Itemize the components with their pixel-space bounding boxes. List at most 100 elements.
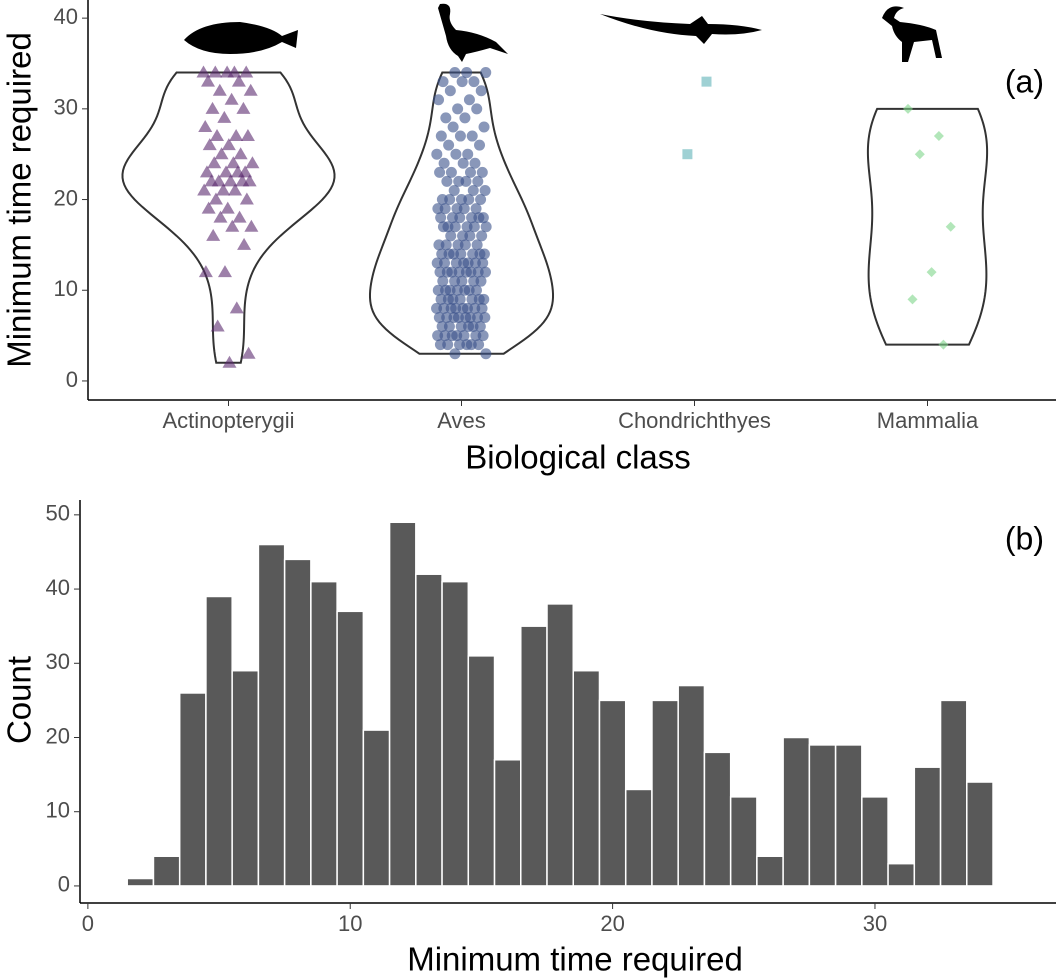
data-point	[437, 76, 449, 88]
data-point	[466, 212, 478, 224]
data-point	[205, 101, 220, 114]
x-tick-label: 10	[338, 911, 362, 936]
data-point	[443, 139, 455, 151]
data-point	[467, 248, 479, 260]
data-point	[199, 165, 214, 178]
data-point	[456, 76, 468, 88]
data-point	[461, 67, 473, 79]
data-point	[478, 293, 490, 305]
data-point	[470, 203, 482, 215]
y-tick-label: 30	[46, 649, 70, 674]
x-axis-title: Biological class	[465, 439, 691, 476]
data-point	[432, 284, 444, 296]
violin	[121, 71, 336, 364]
data-point	[434, 339, 446, 351]
data-point	[241, 346, 256, 359]
bar	[205, 595, 233, 887]
data-point	[228, 183, 243, 196]
data-point	[450, 148, 462, 160]
data-point	[231, 74, 246, 87]
data-point	[222, 355, 237, 368]
data-point	[208, 65, 223, 78]
panel-label: (a)	[1005, 63, 1044, 99]
y-tick-label: 30	[54, 95, 78, 120]
y-tick-label: 20	[54, 185, 78, 210]
data-point	[451, 203, 463, 215]
data-point	[221, 138, 236, 151]
data-point	[245, 156, 260, 169]
data-point	[926, 267, 937, 278]
y-tick-label: 40	[54, 4, 78, 29]
data-point	[196, 65, 211, 78]
data-point	[432, 203, 444, 215]
data-point	[220, 65, 235, 78]
fish-icon	[184, 22, 298, 54]
shark-icon	[600, 14, 762, 44]
data-point	[467, 321, 479, 333]
data-point	[461, 302, 473, 314]
data-point	[441, 175, 453, 187]
data-point	[479, 184, 491, 196]
data-point	[463, 94, 475, 106]
data-point	[220, 201, 235, 214]
data-point	[457, 230, 469, 242]
bar	[598, 699, 627, 887]
data-point	[436, 248, 448, 260]
bar	[756, 855, 784, 887]
x-tick-label: Actinopterygii	[162, 408, 294, 433]
data-point	[225, 219, 240, 232]
data-point	[223, 174, 238, 187]
data-point	[433, 239, 445, 251]
bar	[152, 855, 181, 887]
data-point	[907, 294, 918, 305]
data-point	[451, 330, 463, 342]
data-point	[462, 257, 474, 269]
bar	[493, 759, 522, 887]
data-point	[475, 85, 487, 97]
bar	[913, 766, 942, 887]
bar	[178, 692, 207, 887]
bar	[231, 669, 260, 887]
data-point	[210, 129, 225, 142]
data-point	[682, 149, 693, 160]
data-point	[202, 138, 217, 151]
data-point	[432, 330, 444, 342]
bar	[415, 573, 443, 887]
bar	[257, 543, 286, 887]
bar	[834, 744, 863, 887]
data-point	[435, 293, 447, 305]
data-point	[229, 129, 244, 142]
bar	[808, 744, 837, 887]
goat-icon	[882, 6, 942, 62]
data-point	[438, 157, 450, 169]
data-point	[463, 284, 475, 296]
data-point	[207, 156, 222, 169]
data-point	[472, 175, 484, 187]
x-tick-label: Aves	[437, 408, 486, 433]
data-point	[214, 147, 229, 160]
data-point	[437, 275, 449, 287]
data-point	[224, 92, 239, 105]
data-point	[466, 130, 478, 142]
bar	[887, 862, 916, 887]
data-point	[232, 210, 247, 223]
data-point	[206, 228, 221, 241]
bar	[861, 796, 889, 887]
data-point	[440, 112, 452, 124]
data-point	[477, 212, 489, 224]
bar	[624, 788, 653, 887]
data-point	[462, 148, 474, 160]
data-point	[449, 67, 461, 79]
data-point	[210, 319, 225, 332]
data-point	[449, 348, 461, 360]
bar	[703, 751, 732, 887]
y-tick-label: 10	[46, 798, 70, 823]
data-point	[453, 175, 465, 187]
data-point	[444, 85, 456, 97]
data-point	[464, 166, 476, 178]
data-point	[476, 230, 488, 242]
data-point	[448, 248, 460, 260]
bar	[520, 625, 548, 887]
data-point	[201, 74, 216, 87]
data-point	[454, 339, 466, 351]
